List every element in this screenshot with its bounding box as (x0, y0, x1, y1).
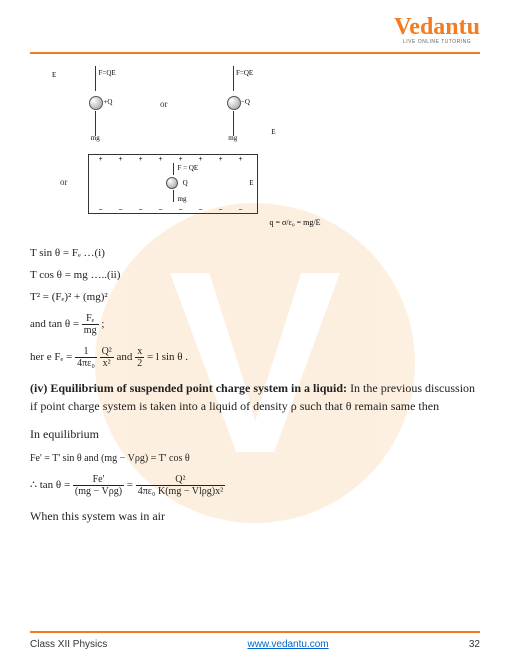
diagram-pos-charge: F=QE +Q mg E (60, 66, 130, 141)
physics-diagram: F=QE +Q mg E or F=QE −Q mg E (60, 66, 480, 227)
equation-6: Fe' = T' sin θ and (mg − Vρg) = T' cos θ (30, 453, 480, 464)
diagram-caption: q = σ/ε₀ = mg/E (110, 218, 480, 227)
brand-name: Vedantu (394, 15, 480, 39)
brand-logo: Vedantu LIVE ONLINE TUTORING (30, 15, 480, 48)
equation-7: ∴ tan θ = Fe'(mg − Vρg) = Q²4πε₀ K(mg − … (30, 474, 480, 497)
section-heading: (iv) Equilibrium of suspended point char… (30, 381, 347, 395)
or-label-1: or (160, 99, 168, 109)
page-content: F=QE +Q mg E or F=QE −Q mg E (30, 66, 480, 525)
section-heading-block: (iv) Equilibrium of suspended point char… (30, 379, 480, 415)
equation-5: her e Fₑ = 14πε₀ Q²x² and x2 = l sin θ . (30, 346, 480, 369)
diagram-neg-charge: F=QE −Q mg E (198, 66, 268, 141)
diagram-capacitor: ++++++++ −−−−−−−− F = QE Q mg E (88, 154, 258, 214)
in-equilibrium-label: In equilibrium (30, 425, 480, 443)
header-divider (30, 52, 480, 54)
equation-3: T² = (Fₑ)² + (mg)² (30, 291, 480, 303)
brand-tagline: LIVE ONLINE TUTORING (394, 39, 480, 45)
footer-page-number: 32 (469, 639, 480, 650)
equation-4: and tan θ = Fₑmg ; (30, 313, 480, 336)
or-label-2: or (60, 177, 68, 187)
page-footer: Class XII Physics www.vedantu.com 32 (30, 631, 480, 650)
footer-link[interactable]: www.vedantu.com (247, 639, 328, 650)
equation-1: T sin θ = Fₑ …(i) (30, 247, 480, 259)
equation-2: T cos θ = mg …..(ii) (30, 269, 480, 281)
closing-text: When this system was in air (30, 507, 480, 525)
footer-class-label: Class XII Physics (30, 639, 107, 650)
